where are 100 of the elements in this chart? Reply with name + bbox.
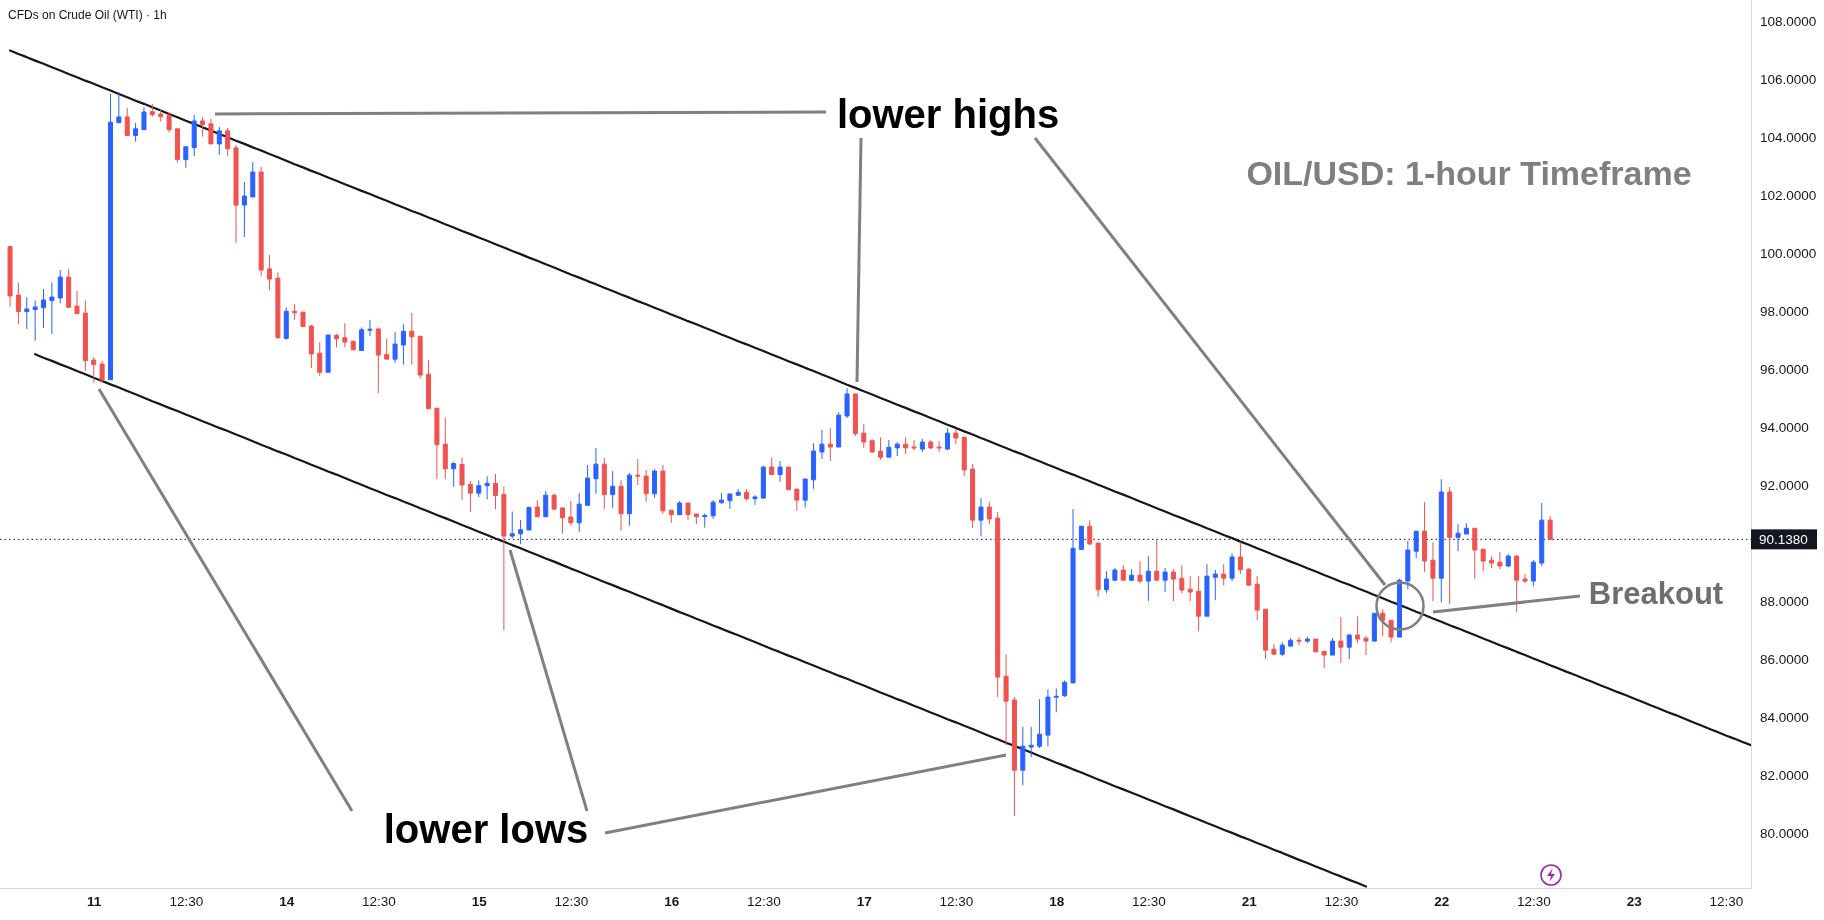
candlestick xyxy=(384,338,390,360)
y-tick-label: 88.0000 xyxy=(1760,594,1809,610)
candlestick xyxy=(1070,508,1076,684)
candlestick xyxy=(626,472,632,527)
candlestick xyxy=(585,464,591,507)
y-tick-label: 86.0000 xyxy=(1760,652,1809,668)
candlestick xyxy=(107,93,113,381)
x-tick-label: 21 xyxy=(1241,893,1258,909)
candlestick xyxy=(1229,552,1235,582)
candlestick xyxy=(208,118,214,145)
candlestick xyxy=(794,488,800,512)
candlestick xyxy=(283,307,289,340)
candlestick xyxy=(735,488,741,497)
x-tick-label: 22 xyxy=(1434,893,1450,909)
candlestick xyxy=(1187,575,1193,602)
candlestick xyxy=(1430,541,1436,602)
candlestick xyxy=(174,128,180,164)
candlestick xyxy=(41,288,47,329)
candlestick xyxy=(509,510,515,539)
candlestick xyxy=(961,436,967,477)
candlestick xyxy=(250,161,256,198)
candlestick xyxy=(1438,478,1444,603)
y-tick-label: 102.0000 xyxy=(1760,188,1817,204)
candlestick xyxy=(292,303,298,321)
candlestick xyxy=(1547,515,1553,541)
y-tick-label: 84.0000 xyxy=(1760,710,1809,726)
x-tick-label: 11 xyxy=(87,893,102,909)
candlestick xyxy=(827,427,833,462)
candlestick xyxy=(777,460,783,483)
candlestick xyxy=(15,282,21,325)
candlestick xyxy=(1204,563,1210,617)
candlestick xyxy=(811,442,817,490)
candlestick xyxy=(802,478,808,509)
y-tick-label: 82.0000 xyxy=(1760,768,1809,784)
candlestick xyxy=(367,319,373,337)
candlestick xyxy=(392,331,398,364)
candlestick xyxy=(1288,637,1294,648)
x-tick-label: 12:30 xyxy=(939,893,974,909)
candlestick xyxy=(685,502,691,521)
candlestick xyxy=(1371,612,1377,642)
candlestick xyxy=(1263,608,1269,660)
candlestick xyxy=(426,359,432,410)
candlestick xyxy=(559,506,565,535)
candlestick xyxy=(978,497,984,537)
annotation: lower highs xyxy=(836,92,1060,136)
candlestick xyxy=(1003,653,1009,746)
candlestick xyxy=(1380,608,1386,637)
candlestick xyxy=(861,423,867,449)
candlestick xyxy=(333,333,339,348)
candlestick xyxy=(200,116,206,138)
candlestick xyxy=(1463,522,1469,535)
candlestick xyxy=(7,246,13,308)
candlestick xyxy=(1279,641,1285,657)
candlestick xyxy=(1363,635,1369,656)
candlestick xyxy=(1522,573,1528,584)
candlestick xyxy=(844,387,850,419)
candlestick xyxy=(325,333,331,373)
candlestick xyxy=(1530,559,1536,587)
x-tick-label: 12:30 xyxy=(169,893,204,909)
candlestick xyxy=(526,506,532,531)
candlestick xyxy=(275,271,281,340)
x-tick-label: 17 xyxy=(856,893,872,909)
candlestick xyxy=(1539,502,1545,567)
candlestick xyxy=(576,492,582,533)
candlestick xyxy=(568,500,574,527)
y-tick-label: 104.0000 xyxy=(1760,130,1817,146)
candlestick xyxy=(1254,575,1260,621)
candlestick xyxy=(158,108,164,123)
candlestick xyxy=(718,492,724,505)
candlestick xyxy=(241,181,247,238)
annotation: Breakout xyxy=(1588,575,1724,611)
candlestick xyxy=(492,473,499,510)
candlestick xyxy=(57,269,63,304)
candlestick xyxy=(308,324,314,369)
x-tick-label: 23 xyxy=(1626,893,1643,909)
candlestick xyxy=(225,127,231,157)
candlestick xyxy=(1104,570,1110,594)
candlestick xyxy=(1514,554,1520,613)
candlestick xyxy=(359,327,365,351)
candlestick xyxy=(652,468,658,499)
candlestick xyxy=(1296,636,1302,646)
candlestick xyxy=(233,144,239,244)
candlestick xyxy=(878,436,884,461)
candlestick xyxy=(1329,637,1336,656)
text: OIL/USD: 1-hour Timeframe xyxy=(1246,153,1692,192)
candlestick xyxy=(635,458,641,486)
candlestick xyxy=(342,322,348,348)
candlestick xyxy=(1078,525,1084,551)
candlestick xyxy=(1162,567,1168,593)
y-tick-label: 100.0000 xyxy=(1760,246,1817,262)
candlestick xyxy=(760,465,766,500)
candlestick xyxy=(124,107,130,136)
candlestick xyxy=(99,360,105,384)
candlestick xyxy=(501,485,507,631)
x-tick-label: 12:30 xyxy=(1516,893,1551,909)
candlestick xyxy=(484,475,490,500)
candlestick xyxy=(1087,519,1093,546)
candlestick xyxy=(1212,569,1218,601)
candlestick xyxy=(375,327,381,394)
candlestick xyxy=(1355,615,1361,644)
